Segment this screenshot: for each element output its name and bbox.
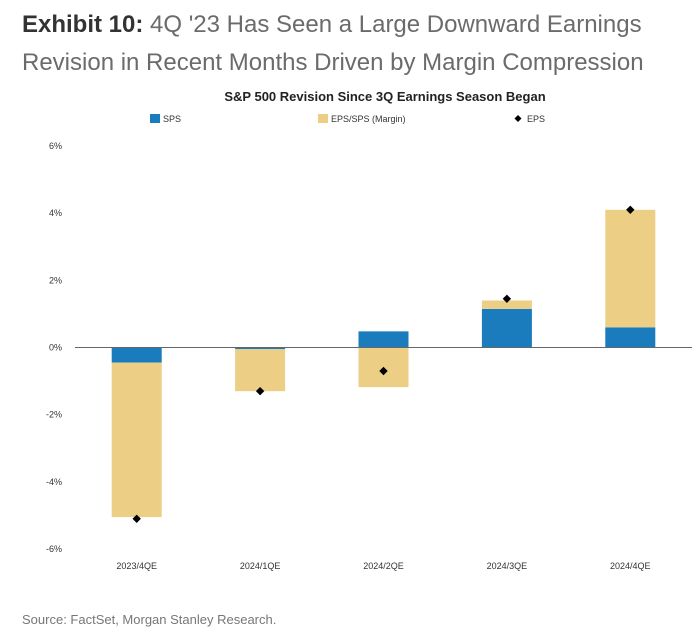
legend-label: EPS/SPS (Margin): [331, 114, 406, 124]
chart-title: S&P 500 Revision Since 3Q Earnings Seaso…: [224, 89, 545, 104]
legend-item: EPS/SPS (Margin): [318, 114, 406, 124]
bar-sps: [605, 327, 656, 348]
eps-marker: [255, 386, 265, 396]
y-tick-label: -6%: [46, 544, 62, 554]
legend: SPS EPS/SPS (Margin) EPS: [150, 114, 545, 124]
x-tick-label: 2024/4QE: [610, 561, 651, 571]
exhibit-heading: 4Q '23 Has Seen a Large Downward Earning…: [22, 11, 644, 76]
bar-sps: [235, 347, 286, 350]
bar-sps: [111, 347, 162, 363]
eps-marker: [379, 366, 388, 376]
legend-label: SPS: [163, 114, 181, 124]
bars: [111, 209, 656, 518]
legend-swatch: [150, 114, 160, 123]
bar-margin: [481, 300, 532, 309]
y-tick-label: 2%: [49, 275, 62, 285]
y-tick-label: 6%: [49, 141, 62, 151]
bar-margin: [235, 349, 286, 392]
y-tick-label: 0%: [49, 343, 62, 353]
legend-swatch: [514, 115, 522, 122]
eps-marker: [626, 205, 635, 215]
x-tick-label: 2024/3QE: [487, 561, 528, 571]
legend-item: SPS: [150, 114, 181, 124]
eps-marker: [502, 294, 512, 304]
legend-item: EPS: [514, 114, 545, 124]
eps-markers: [132, 205, 635, 523]
bar-margin: [605, 209, 656, 328]
y-tick-label: -2%: [46, 410, 62, 420]
exhibit-label: Exhibit 10:: [22, 11, 144, 38]
exhibit-title: Exhibit 10: 4Q '23 Has Seen a Large Down…: [22, 6, 692, 82]
y-tick-label: 4%: [49, 208, 62, 218]
y-axis: 6% 4% 2% 0% -2% -4% -6%: [46, 141, 62, 554]
bar-margin: [111, 362, 162, 518]
y-tick-label: -4%: [46, 477, 62, 487]
x-axis: 2023/4QE 2024/1QE 2024/2QE 2024/3QE 2024/4QE: [116, 561, 650, 571]
bar-sps: [481, 308, 532, 348]
x-tick-label: 2024/1QE: [240, 561, 281, 571]
legend-label: EPS: [527, 114, 545, 124]
eps-marker: [132, 514, 141, 523]
x-tick-label: 2024/2QE: [363, 561, 404, 571]
source-note: Source: FactSet, Morgan Stanley Research…: [22, 612, 277, 627]
legend-swatch: [318, 114, 328, 123]
chart: S&P 500 Revision Since 3Q Earnings Seaso…: [46, 89, 692, 571]
x-tick-label: 2023/4QE: [116, 561, 157, 571]
bar-sps: [358, 331, 409, 348]
